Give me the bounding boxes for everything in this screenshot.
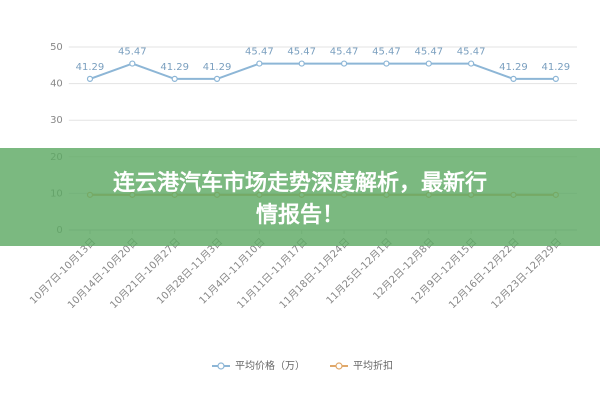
data-label: 41.29 — [499, 62, 528, 73]
y-tick-label: 50 — [50, 42, 63, 53]
point — [340, 60, 348, 67]
legend-marker — [217, 362, 225, 370]
data-label: 45.47 — [287, 47, 316, 58]
banner-title: 情报告！ — [256, 202, 344, 228]
point — [213, 75, 221, 82]
y-tick-label: 40 — [50, 79, 63, 90]
point — [552, 75, 559, 82]
point — [425, 60, 432, 67]
data-label: 45.47 — [245, 47, 274, 58]
x-tick-label: 11月18日-11月24日 — [277, 236, 352, 311]
data-label: 45.47 — [330, 47, 359, 58]
point — [298, 60, 305, 67]
point — [171, 75, 178, 82]
x-tick-label: 12月16日-12月22日 — [446, 236, 521, 311]
data-label: 41.29 — [76, 62, 105, 73]
x-tick-label: 10月14日-10月20日 — [65, 236, 140, 311]
y-tick-label: 30 — [50, 115, 63, 126]
x-tick-label: 11月11日-11月17日 — [235, 236, 310, 311]
legend-marker — [335, 362, 343, 370]
data-label: 45.47 — [118, 47, 147, 58]
data-label: 41.29 — [160, 62, 189, 73]
x-tick-label: 10月21日-10月27日 — [108, 236, 183, 311]
banner — [0, 148, 600, 246]
point — [86, 75, 94, 82]
point — [383, 60, 390, 67]
point — [468, 60, 475, 67]
series-line — [89, 62, 556, 80]
data-label: 45.47 — [457, 47, 486, 58]
data-label: 41.29 — [542, 62, 571, 73]
point — [129, 60, 136, 67]
legend-label: 平均价格（万） — [235, 359, 305, 372]
banner-title: 连云港汽车市场走势深度解析，最新行 — [113, 170, 487, 196]
point — [256, 60, 263, 67]
x-tick-label: 12月23日-12月29日 — [489, 236, 564, 311]
point — [510, 75, 517, 82]
data-label: 41.29 — [203, 62, 232, 73]
data-label: 45.47 — [414, 47, 443, 58]
data-label: 45.47 — [372, 47, 401, 58]
legend-label: 平均折扣 — [353, 359, 393, 372]
